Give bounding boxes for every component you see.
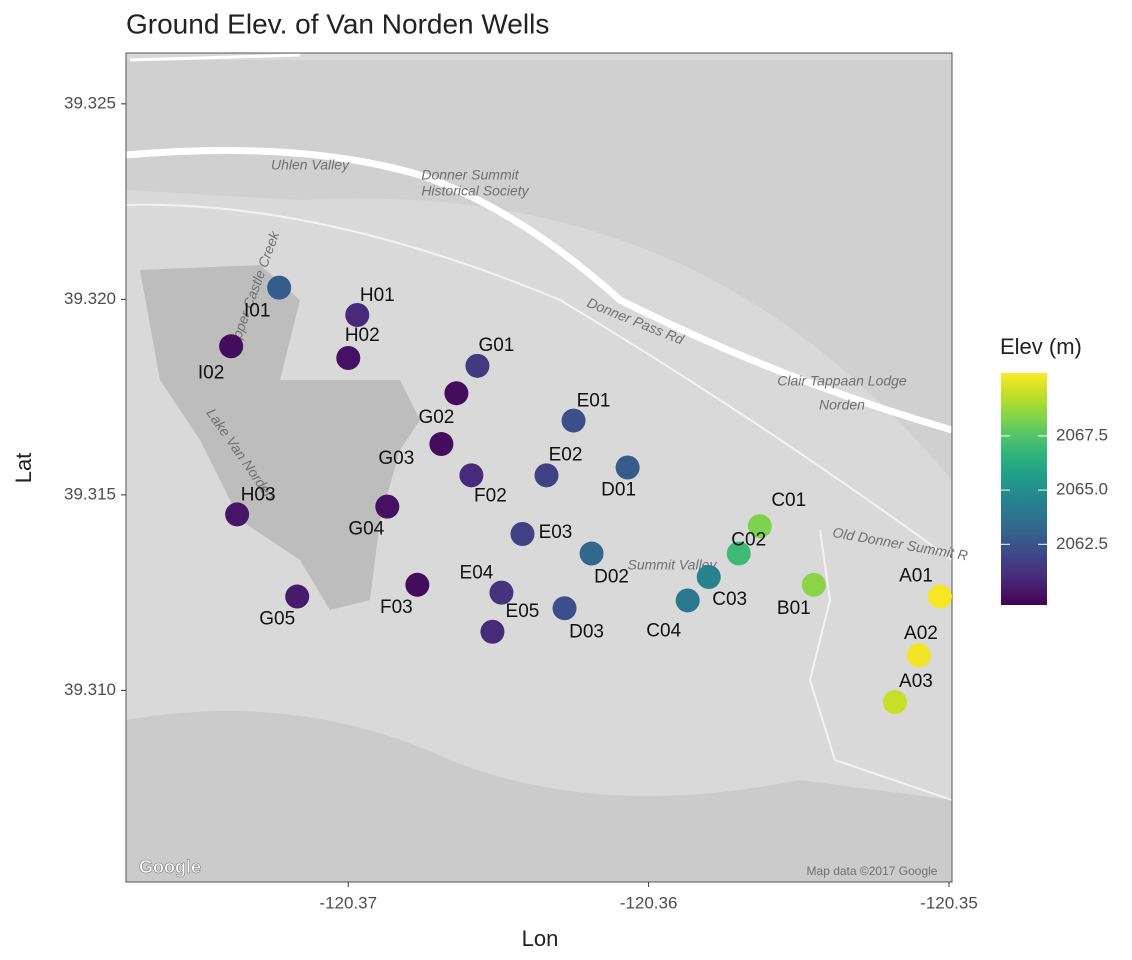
well-point <box>928 585 952 609</box>
well-point <box>375 495 399 519</box>
well-label: F02 <box>474 485 507 506</box>
well-point <box>510 522 534 546</box>
well-label: E05 <box>506 601 540 622</box>
well-label: D02 <box>594 567 629 588</box>
well-label: E01 <box>577 391 611 412</box>
well-point <box>405 573 429 597</box>
chart-title: Ground Elev. of Van Norden Wells <box>126 8 549 39</box>
well-label: I02 <box>198 362 224 383</box>
x-tick-label: -120.36 <box>620 893 678 912</box>
chart: Ground Elev. of Van Norden Wells Lon Lat… <box>0 0 1132 955</box>
well-label: G04 <box>348 519 384 540</box>
well-label: H03 <box>241 484 276 505</box>
well-label: C01 <box>771 490 806 511</box>
y-tick-label: 39.325 <box>64 93 116 112</box>
well-label: D03 <box>569 621 604 642</box>
well-point <box>535 463 559 487</box>
well-label: A03 <box>899 671 933 692</box>
well-point <box>580 542 604 566</box>
y-tick-label: 39.310 <box>64 680 116 699</box>
well-point <box>480 620 504 644</box>
colorbar <box>1001 373 1047 605</box>
x-tick-label: -120.37 <box>319 893 377 912</box>
well-point <box>345 303 369 327</box>
well-point <box>883 690 907 714</box>
well-label: A02 <box>904 623 938 644</box>
well-point <box>802 573 826 597</box>
well-label: A01 <box>899 566 933 587</box>
well-point <box>459 463 483 487</box>
well-point <box>616 456 640 480</box>
colorbar-tick-label: 2065.0 <box>1056 480 1108 499</box>
y-axis-label: Lat <box>11 453 36 484</box>
colorbar-tick-label: 2067.5 <box>1056 425 1108 444</box>
maplbl-credit: Map data ©2017 Google <box>807 864 938 878</box>
well-point <box>267 276 291 300</box>
well-point <box>444 381 468 405</box>
map-label: Uhlen Valley <box>271 157 350 173</box>
well-label: C04 <box>646 620 681 641</box>
well-label: G01 <box>478 335 514 356</box>
x-axis-label: Lon <box>522 926 559 951</box>
well-label: C02 <box>731 530 766 551</box>
well-label: H01 <box>360 285 395 306</box>
well-label: D01 <box>601 480 636 501</box>
well-label: G02 <box>418 407 454 428</box>
well-point <box>562 409 586 433</box>
well-point <box>697 565 721 589</box>
well-point <box>336 346 360 370</box>
well-point <box>676 588 700 612</box>
well-point <box>553 596 577 620</box>
well-point <box>219 334 243 358</box>
well-label: G03 <box>378 448 414 469</box>
well-point <box>907 643 931 667</box>
x-tick-label: -120.35 <box>920 893 978 912</box>
map-label: Donner Summit <box>421 167 519 183</box>
well-point <box>285 585 309 609</box>
colorbar-tick-label: 2062.5 <box>1056 534 1108 553</box>
well-label: C03 <box>712 589 747 610</box>
legend-title: Elev (m) <box>1000 334 1082 359</box>
y-tick-label: 39.315 <box>64 484 116 503</box>
map-label: Clair Tappaan Lodge <box>777 373 907 389</box>
well-label: F03 <box>380 597 413 618</box>
maplbl-credit: Google <box>139 857 201 877</box>
well-label: I01 <box>244 301 270 322</box>
well-label: E03 <box>539 522 573 543</box>
well-label: B01 <box>777 598 811 619</box>
well-label: E02 <box>549 444 583 465</box>
well-label: G05 <box>259 609 295 630</box>
well-point <box>465 354 489 378</box>
well-point <box>429 432 453 456</box>
well-label: H02 <box>345 325 380 346</box>
map-label: Historical Society <box>421 183 529 199</box>
well-label: E04 <box>460 563 494 584</box>
well-point <box>225 502 249 526</box>
map-label: Norden <box>819 397 865 413</box>
y-tick-label: 39.320 <box>64 289 116 308</box>
